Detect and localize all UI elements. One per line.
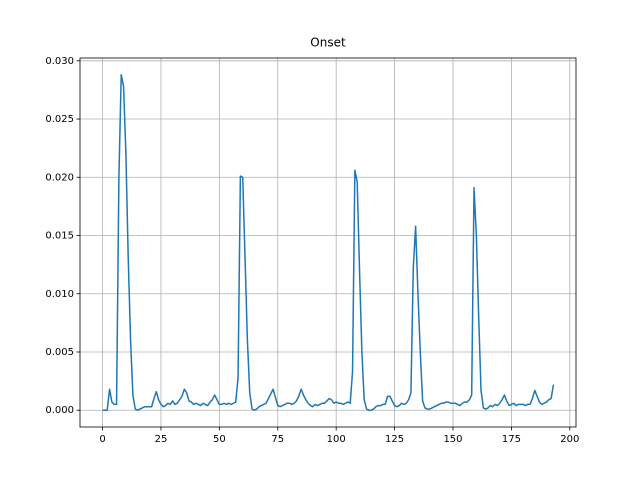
x-tick-label: 25 [155, 434, 168, 445]
x-tick-label: 100 [327, 434, 346, 445]
chart-title: Onset [310, 36, 346, 50]
x-tick-label: 200 [560, 434, 579, 445]
x-tick-label: 50 [213, 434, 226, 445]
y-tick-label: 0.025 [45, 114, 74, 125]
y-tick-label: 0.000 [45, 405, 74, 416]
y-tick-label: 0.010 [45, 289, 74, 300]
x-tick-label: 150 [443, 434, 462, 445]
y-tick-label: 0.030 [45, 56, 74, 67]
x-tick-label: 0 [99, 434, 105, 445]
data-line [102, 74, 555, 411]
x-tick-label: 175 [502, 434, 521, 445]
plot-frame [79, 57, 577, 428]
y-tick-label: 0.020 [45, 172, 74, 183]
x-tick-label: 75 [271, 434, 284, 445]
x-tick-label: 125 [385, 434, 404, 445]
y-tick-label: 0.015 [45, 231, 74, 242]
y-tick-label: 0.005 [45, 347, 74, 358]
